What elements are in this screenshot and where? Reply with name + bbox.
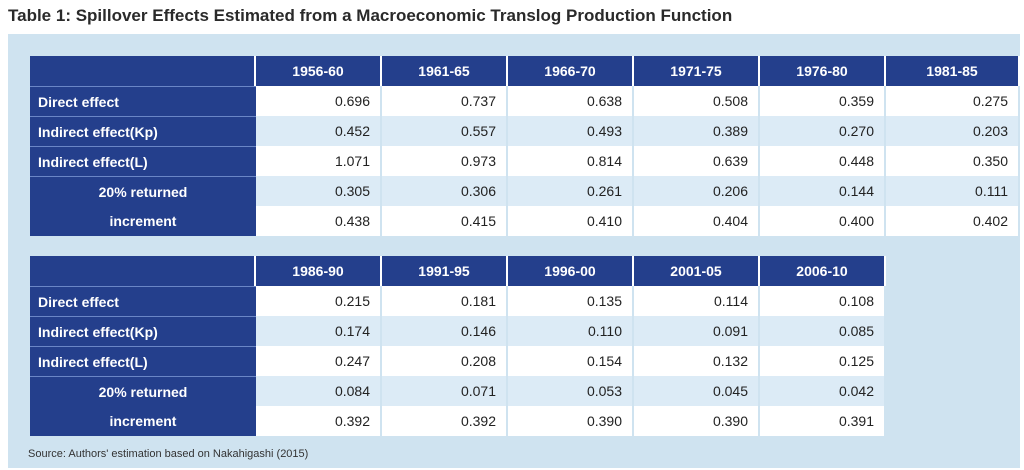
table-cell: 0.174 <box>256 316 382 346</box>
column-header: 1971-75 <box>634 56 760 86</box>
column-header: 1986-90 <box>256 256 382 286</box>
table-cell: 0.181 <box>382 286 508 316</box>
table-cell: 0.638 <box>508 86 634 116</box>
table-row: Direct effect 0.696 0.737 0.638 0.508 0.… <box>30 86 1020 116</box>
table-cell: 0.438 <box>256 206 382 236</box>
table-cell: 0.508 <box>634 86 760 116</box>
table-cell: 0.391 <box>760 406 886 436</box>
table-cell: 0.390 <box>634 406 760 436</box>
row-label-direct-effect: Direct effect <box>30 86 256 116</box>
row-label-increment: increment <box>30 206 256 236</box>
table-cell: 0.814 <box>508 146 634 176</box>
table-cell: 0.110 <box>508 316 634 346</box>
table-cell: 0.557 <box>382 116 508 146</box>
row-label-increment: increment <box>30 406 256 436</box>
header-row: 1956-60 1961-65 1966-70 1971-75 1976-80 … <box>30 56 1020 86</box>
row-label-indirect-effect-kp: Indirect effect(Kp) <box>30 116 256 146</box>
table-row: Indirect effect(L) 1.071 0.973 0.814 0.6… <box>30 146 1020 176</box>
table-cell: 0.392 <box>382 406 508 436</box>
table-cell: 0.973 <box>382 146 508 176</box>
table-cell: 0.448 <box>760 146 886 176</box>
table-cell: 0.392 <box>256 406 382 436</box>
column-header: 2006-10 <box>760 256 886 286</box>
table-cell: 0.247 <box>256 346 382 376</box>
table-row: Indirect effect(Kp) 0.452 0.557 0.493 0.… <box>30 116 1020 146</box>
table-cell: 0.402 <box>886 206 1020 236</box>
table-cell: 0.415 <box>382 206 508 236</box>
table-cell: 0.639 <box>634 146 760 176</box>
table-cell: 0.053 <box>508 376 634 406</box>
table-cell: 0.270 <box>760 116 886 146</box>
table-cell: 0.305 <box>256 176 382 206</box>
table-cell: 0.215 <box>256 286 382 316</box>
table-cell: 0.410 <box>508 206 634 236</box>
table-cell: 0.737 <box>382 86 508 116</box>
table-cell: 0.114 <box>634 286 760 316</box>
header-corner <box>30 56 256 86</box>
table-row: 20% returned 0.305 0.306 0.261 0.206 0.1… <box>30 176 1020 206</box>
table-row: increment 0.392 0.392 0.390 0.390 0.391 <box>30 406 886 436</box>
table-cell: 0.452 <box>256 116 382 146</box>
table-cell: 0.045 <box>634 376 760 406</box>
table-row: increment 0.438 0.415 0.410 0.404 0.400 … <box>30 206 1020 236</box>
table-cell: 0.042 <box>760 376 886 406</box>
column-header: 2001-05 <box>634 256 760 286</box>
table-cell: 0.144 <box>760 176 886 206</box>
spillover-table-1986-2010: 1986-90 1991-95 1996-00 2001-05 2006-10 … <box>30 256 886 436</box>
table-cell: 0.071 <box>382 376 508 406</box>
table-cell: 0.146 <box>382 316 508 346</box>
table-row: 20% returned 0.084 0.071 0.053 0.045 0.0… <box>30 376 886 406</box>
column-header: 1991-95 <box>382 256 508 286</box>
column-header: 1996-00 <box>508 256 634 286</box>
row-label-indirect-effect-kp: Indirect effect(Kp) <box>30 316 256 346</box>
table-cell: 0.696 <box>256 86 382 116</box>
table-cell: 0.493 <box>508 116 634 146</box>
table-cell: 0.203 <box>886 116 1020 146</box>
table-cell: 0.390 <box>508 406 634 436</box>
table-cell: 0.154 <box>508 346 634 376</box>
column-header: 1956-60 <box>256 56 382 86</box>
row-label-20-returned: 20% returned <box>30 376 256 406</box>
table-cell: 0.125 <box>760 346 886 376</box>
table-cell: 0.389 <box>634 116 760 146</box>
table-cell: 0.275 <box>886 86 1020 116</box>
table-cell: 0.084 <box>256 376 382 406</box>
table-cell: 0.306 <box>382 176 508 206</box>
column-header: 1981-85 <box>886 56 1020 86</box>
table-cell: 0.132 <box>634 346 760 376</box>
column-header: 1961-65 <box>382 56 508 86</box>
table-row: Direct effect 0.215 0.181 0.135 0.114 0.… <box>30 286 886 316</box>
spillover-table-1956-1985: 1956-60 1961-65 1966-70 1971-75 1976-80 … <box>30 56 1020 236</box>
table-cell: 0.091 <box>634 316 760 346</box>
row-label-indirect-effect-l: Indirect effect(L) <box>30 146 256 176</box>
header-row: 1986-90 1991-95 1996-00 2001-05 2006-10 <box>30 256 886 286</box>
table-row: Indirect effect(L) 0.247 0.208 0.154 0.1… <box>30 346 886 376</box>
table-cell: 0.111 <box>886 176 1020 206</box>
table-row: Indirect effect(Kp) 0.174 0.146 0.110 0.… <box>30 316 886 346</box>
column-header: 1976-80 <box>760 56 886 86</box>
table-cell: 0.108 <box>760 286 886 316</box>
table-cell: 0.359 <box>760 86 886 116</box>
row-label-indirect-effect-l: Indirect effect(L) <box>30 346 256 376</box>
table-cell: 0.404 <box>634 206 760 236</box>
table-cell: 0.400 <box>760 206 886 236</box>
table-title: Table 1: Spillover Effects Estimated fro… <box>8 6 733 25</box>
table-cell: 0.135 <box>508 286 634 316</box>
column-header: 1966-70 <box>508 56 634 86</box>
header-corner <box>30 256 256 286</box>
table-cell: 0.206 <box>634 176 760 206</box>
table-cell: 0.208 <box>382 346 508 376</box>
table-cell: 1.071 <box>256 146 382 176</box>
table-cell: 0.085 <box>760 316 886 346</box>
table-cell: 0.350 <box>886 146 1020 176</box>
source-note: Source: Authors' estimation based on Nak… <box>28 448 309 460</box>
table-cell: 0.261 <box>508 176 634 206</box>
row-label-direct-effect: Direct effect <box>30 286 256 316</box>
row-label-20-returned: 20% returned <box>30 176 256 206</box>
